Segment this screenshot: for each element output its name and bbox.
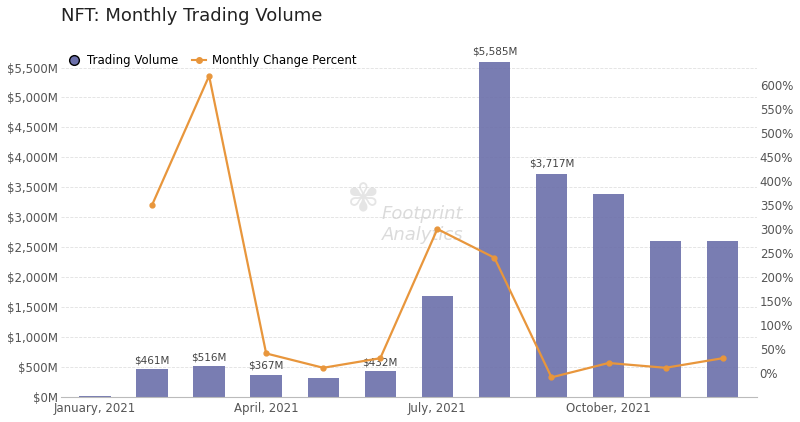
Bar <box>650 241 682 397</box>
Text: $516M: $516M <box>191 352 226 362</box>
Text: $3,717M: $3,717M <box>529 158 574 168</box>
Bar <box>136 369 168 397</box>
Legend: Trading Volume, Monthly Change Percent: Trading Volume, Monthly Change Percent <box>66 54 357 67</box>
Bar <box>250 375 282 397</box>
Bar <box>422 296 453 397</box>
Bar <box>478 62 510 397</box>
Text: $461M: $461M <box>134 355 170 365</box>
Text: $5,585M: $5,585M <box>472 46 517 57</box>
Bar <box>593 194 624 397</box>
Bar <box>365 371 396 397</box>
Bar <box>194 365 225 397</box>
Bar <box>307 378 339 397</box>
Bar <box>536 174 567 397</box>
Text: $367M: $367M <box>249 361 284 371</box>
Text: NFT: Monthly Trading Volume: NFT: Monthly Trading Volume <box>61 7 322 25</box>
Text: Footprint
Analytics: Footprint Analytics <box>382 205 463 243</box>
Text: ✾: ✾ <box>347 182 380 220</box>
Bar <box>707 241 738 397</box>
Text: $432M: $432M <box>362 357 398 367</box>
Bar <box>79 395 110 397</box>
